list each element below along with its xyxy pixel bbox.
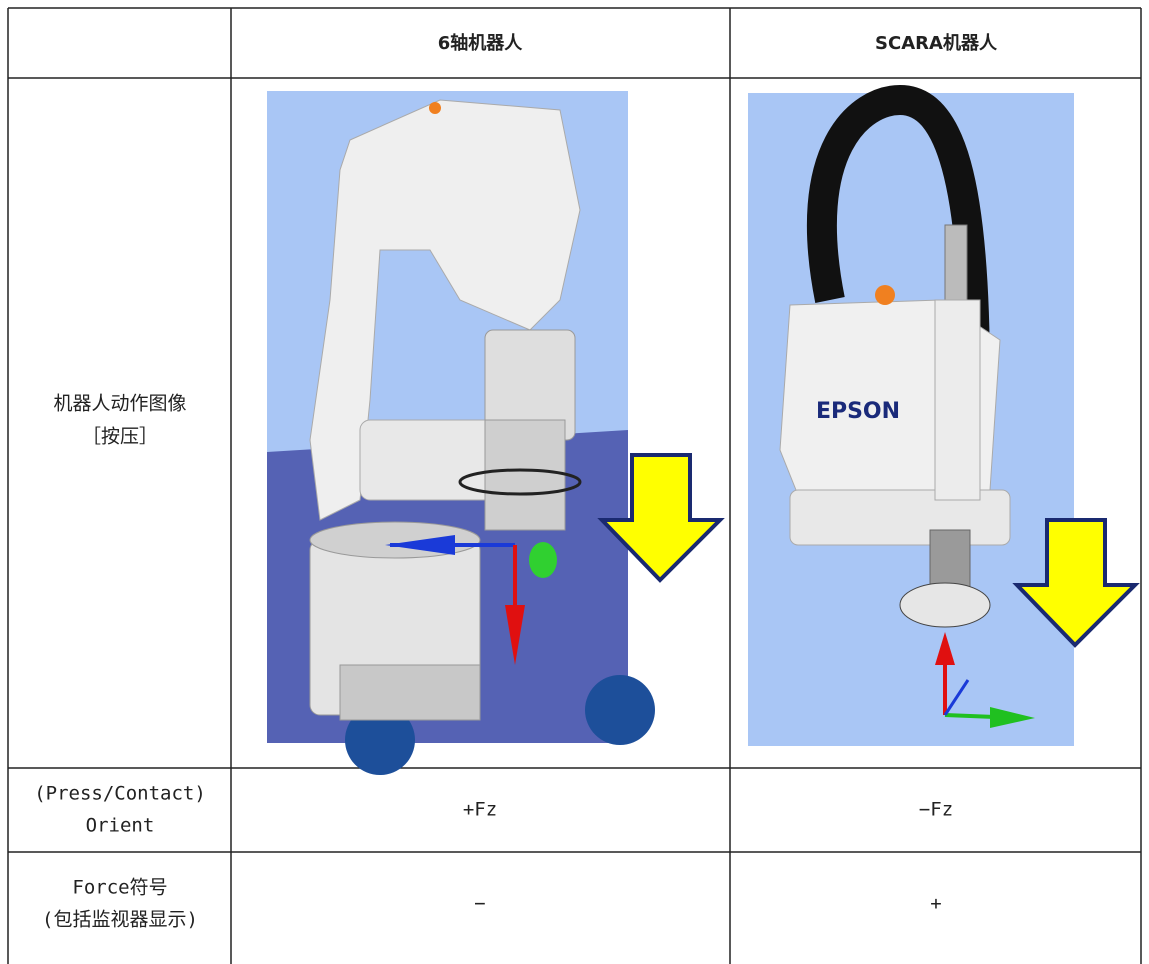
cell: − <box>474 893 485 915</box>
cell: + <box>930 893 941 915</box>
row-label: Force符号 <box>72 877 167 899</box>
row-label: ［按压］ <box>82 426 158 448</box>
table-borders <box>7 7 1142 964</box>
row-label: 机器人动作图像 <box>53 393 186 415</box>
row-label: (Press/Contact) <box>34 783 206 805</box>
column-header: SCARA机器人 <box>875 33 998 54</box>
six-axis-robot-image <box>267 91 725 775</box>
row-label: (包括监视器显示) <box>42 909 198 931</box>
column-header: 6轴机器人 <box>438 32 524 54</box>
cell: +Fz <box>463 799 497 821</box>
logo-text: EPSON <box>816 399 900 424</box>
scara-robot-image: EPSON <box>748 84 1140 746</box>
row-label: Orient <box>86 815 155 837</box>
cell: −Fz <box>919 799 953 821</box>
